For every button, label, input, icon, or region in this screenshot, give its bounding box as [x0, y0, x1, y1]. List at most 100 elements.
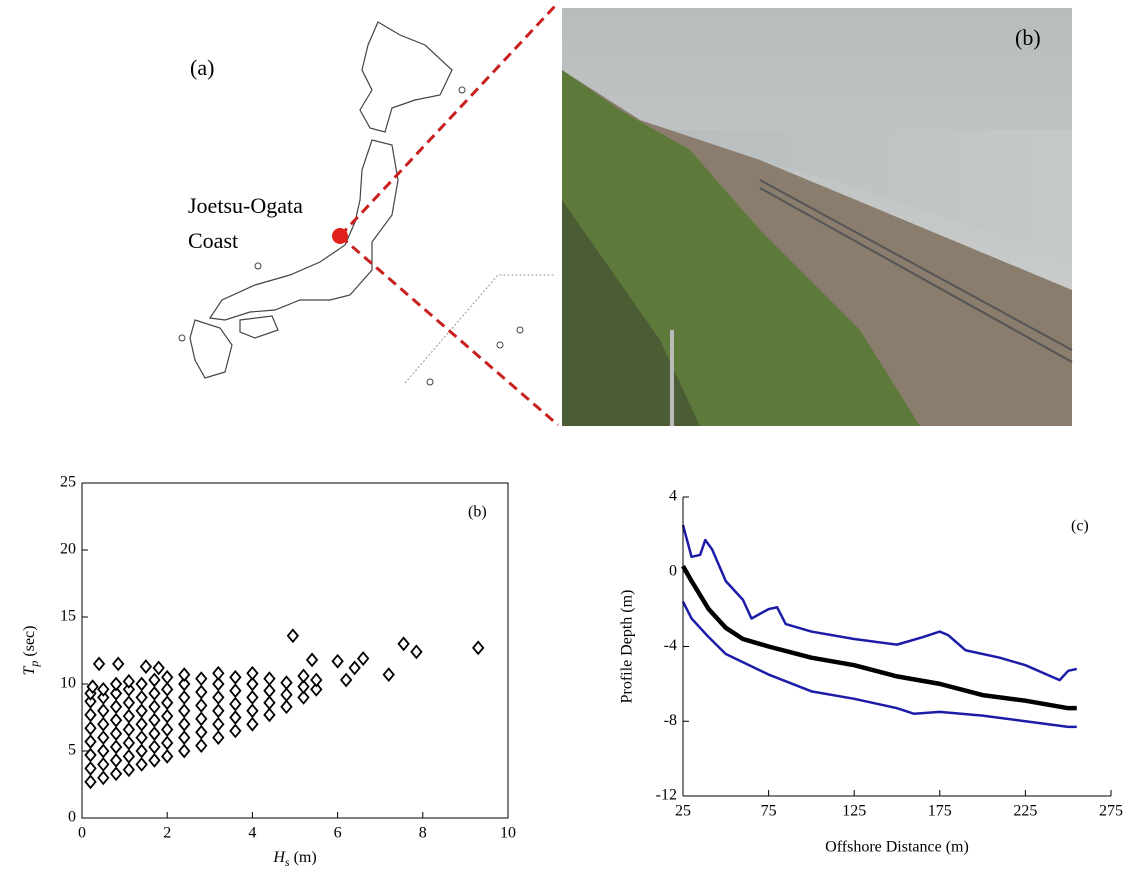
scatter-point	[356, 651, 370, 666]
scatter-point	[229, 723, 242, 739]
x-tick-label: 25	[675, 803, 691, 820]
scatter-point	[382, 667, 395, 683]
panel-label: (c)	[1071, 518, 1089, 535]
scatter-point	[148, 672, 161, 688]
islands	[178, 86, 524, 386]
site-label: Joetsu-Ogata	[188, 193, 303, 218]
scatter-point	[135, 743, 148, 759]
scatter-point	[112, 656, 125, 672]
scatter-point	[229, 669, 242, 685]
scatter-point	[152, 660, 165, 676]
scatter-point	[122, 722, 136, 737]
scatter-point	[86, 679, 99, 695]
scatter-point	[122, 708, 136, 724]
scatter-point	[178, 730, 191, 746]
scatter-point	[109, 712, 123, 728]
scatter-point	[161, 708, 174, 724]
plot-frame	[81, 482, 509, 819]
site-label: Coast	[188, 228, 238, 253]
y-tick-label: 10	[60, 675, 76, 692]
x-tick-label: 225	[1013, 803, 1037, 820]
scatter-point	[92, 656, 106, 672]
scatter-point	[161, 748, 174, 764]
scatter-point	[148, 699, 161, 715]
x-tick-label: 175	[928, 803, 952, 820]
scatter-point	[135, 689, 148, 705]
scatter-point	[246, 689, 259, 705]
scatter-point	[410, 644, 423, 660]
scatter-point	[229, 696, 242, 712]
photo	[562, 8, 1073, 426]
scatter-point	[139, 659, 153, 674]
scatter-point	[148, 726, 161, 741]
scatter-point	[161, 669, 174, 685]
y-tick-label: 0	[669, 562, 677, 579]
axis-label: Offshore Distance (m)	[825, 839, 969, 856]
axis-label: Profile Depth (m)	[619, 590, 636, 704]
scatter-point	[84, 707, 97, 723]
scatter-point	[97, 756, 110, 772]
scatter-point	[178, 676, 191, 692]
scatter-point	[229, 710, 242, 725]
scatter-point	[195, 671, 208, 687]
scatter-point	[195, 684, 208, 700]
axis-unit: (sec)	[21, 626, 38, 657]
x-tick-label: 6	[334, 825, 342, 842]
scatter-point	[109, 752, 123, 768]
axis-label: Hs (m)	[272, 849, 316, 869]
scatter-point	[229, 683, 242, 699]
scatter-point	[109, 685, 123, 701]
scatter-point	[178, 689, 191, 705]
axis-symbol: H	[272, 849, 286, 866]
scatter-point	[472, 640, 485, 656]
zoom-line	[338, 3, 558, 238]
scatter-point	[97, 716, 110, 732]
scatter-point	[263, 695, 276, 711]
y-tick-label: -8	[664, 712, 677, 729]
y-tick-label: 4	[669, 488, 677, 505]
scatter-point	[84, 694, 97, 709]
scatter-point	[286, 628, 300, 644]
scatter-point	[97, 681, 110, 697]
scatter-point	[84, 774, 97, 790]
scatter-point	[135, 676, 148, 692]
y-tick-label: 25	[60, 474, 76, 491]
scatter-point	[135, 730, 148, 746]
axis-symbol: T	[21, 666, 38, 676]
scatter-point	[212, 703, 225, 719]
inset-frame	[404, 274, 555, 384]
scatter-point	[122, 735, 136, 751]
scatter-point	[109, 766, 123, 782]
y-tick-label: 5	[68, 742, 76, 759]
scatter-point	[195, 711, 208, 727]
scatter-point	[161, 695, 174, 711]
scatter-point	[97, 730, 110, 746]
zoom-line	[339, 234, 559, 427]
scatter-point	[297, 668, 310, 684]
y-tick-label: 20	[60, 541, 76, 558]
scatter-point	[84, 747, 97, 763]
scatter-point	[178, 716, 191, 732]
y-tick-label: 0	[68, 809, 76, 826]
scatter-point	[212, 676, 225, 692]
x-tick-label: 8	[419, 825, 427, 842]
scatter-point	[178, 743, 191, 759]
x-tick-label: 0	[78, 825, 86, 842]
panel-label: (b)	[1015, 25, 1041, 50]
axis-label: Tp (sec)	[21, 626, 41, 676]
scatter-point	[297, 679, 310, 695]
panel-label: (a)	[190, 55, 214, 80]
x-tick-label: 275	[1099, 803, 1123, 820]
scatter-point	[212, 689, 225, 705]
axis-subscript: p	[27, 661, 41, 668]
scatter-point	[135, 756, 148, 772]
scatter-point	[339, 672, 353, 688]
japan-map	[189, 21, 453, 379]
scatter-point	[263, 707, 276, 723]
scatter-point	[109, 739, 123, 755]
scatter-point	[109, 676, 123, 692]
x-tick-label: 2	[163, 825, 171, 842]
site-marker	[332, 228, 348, 244]
scatter-point	[246, 665, 259, 681]
scatter-point	[122, 762, 136, 778]
